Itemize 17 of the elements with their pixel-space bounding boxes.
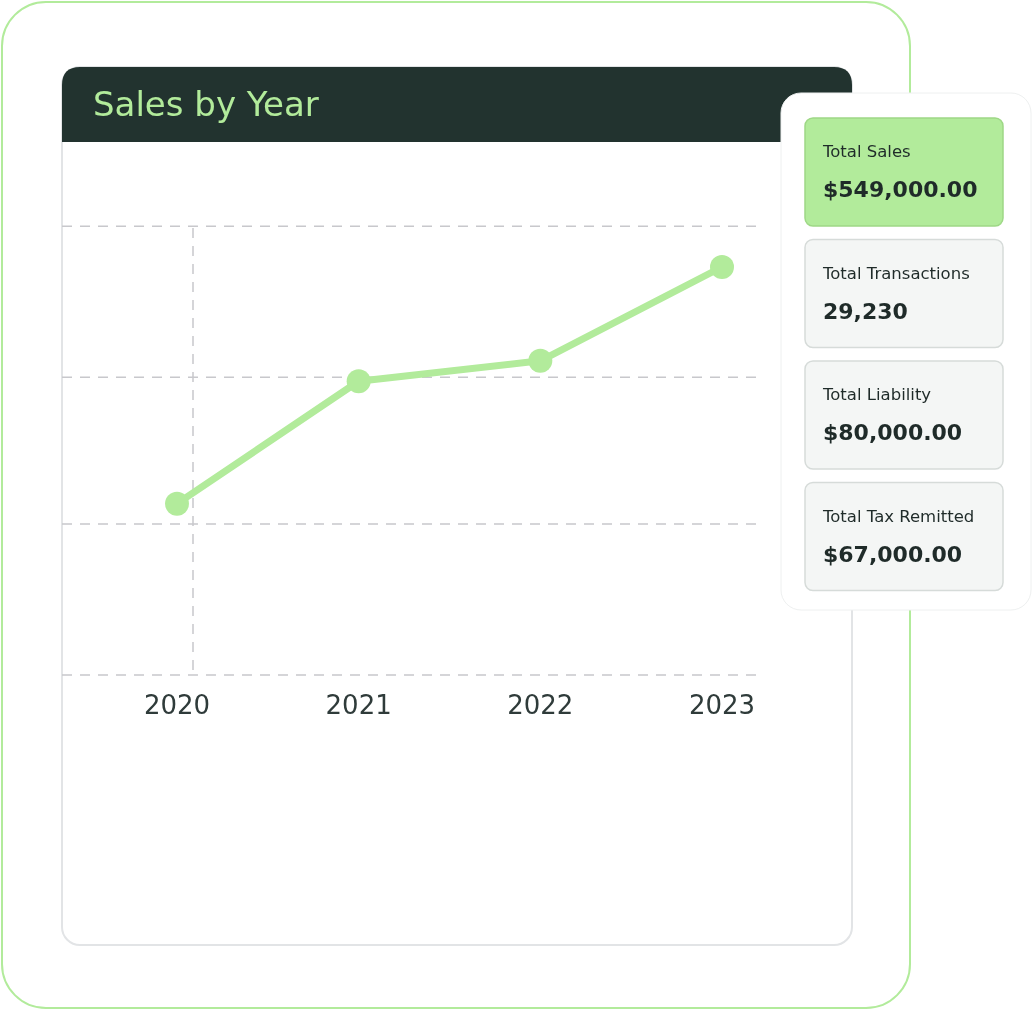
text: 29,230 xyxy=(823,298,908,324)
text: $80,000.00 xyxy=(823,420,963,445)
chart-title: Sales by Year xyxy=(93,84,319,124)
x-tick-label: 2022 xyxy=(507,690,574,720)
x-tick-label: 2021 xyxy=(325,690,392,720)
text: Total Liability xyxy=(822,385,932,404)
text: Total Tax Remitted xyxy=(822,506,975,526)
text: Total Sales xyxy=(822,142,911,161)
x-tick-label: 2023 xyxy=(688,690,756,720)
text: $549,000.00 xyxy=(823,177,978,202)
text: Total Transactions xyxy=(822,263,970,283)
point xyxy=(528,348,553,373)
point xyxy=(346,369,371,394)
text: $67,000.00 xyxy=(823,541,963,567)
point xyxy=(165,491,189,516)
point xyxy=(710,255,734,279)
x-tick-label: 2020 xyxy=(143,690,211,720)
